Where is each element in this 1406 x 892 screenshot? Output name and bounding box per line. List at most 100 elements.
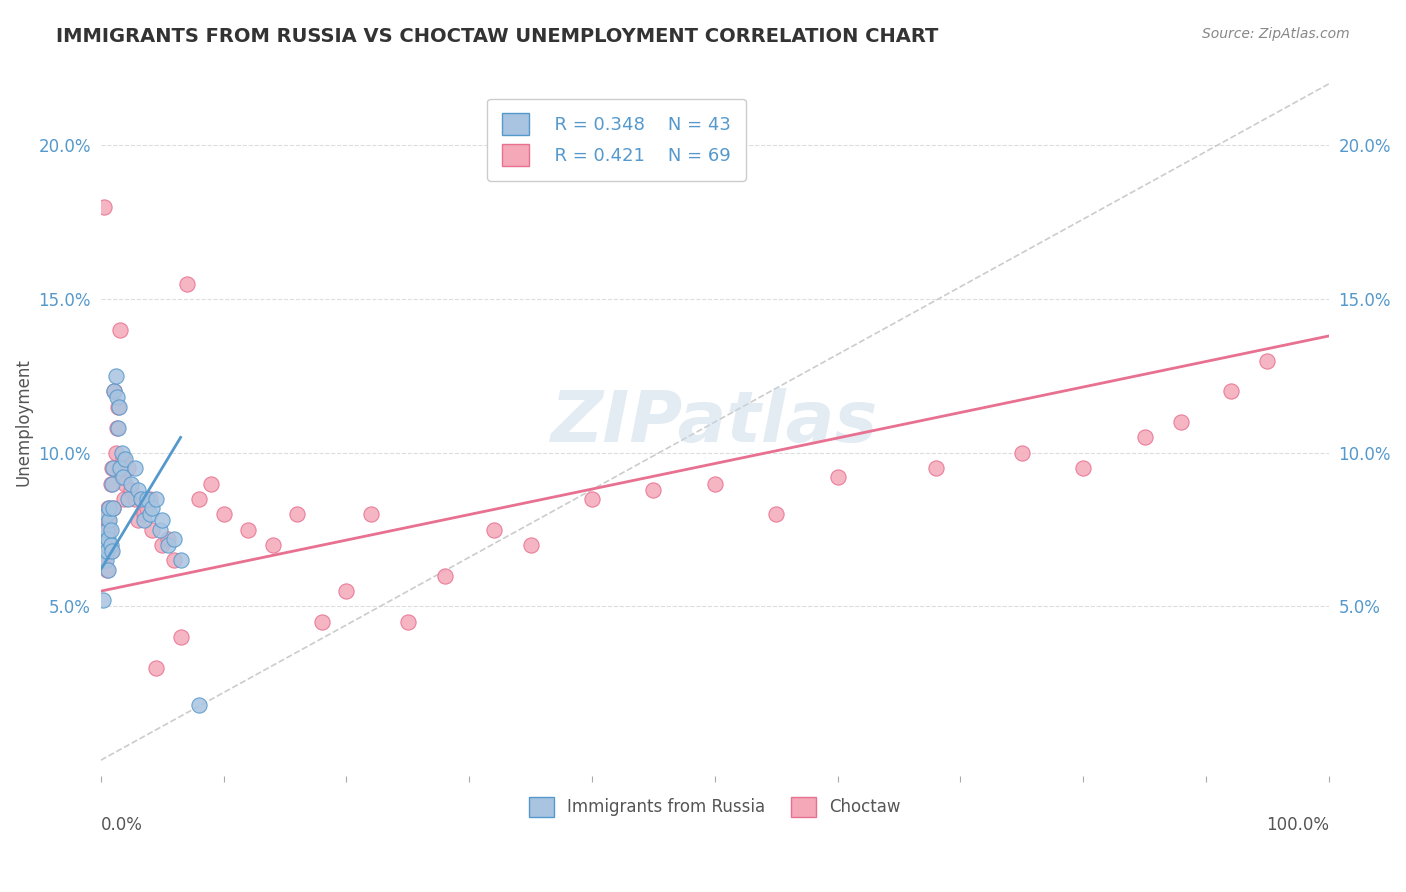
Point — [96, 508, 118, 522]
Point — [96, 532, 118, 546]
Point — [100, 523, 122, 537]
Point — [285, 508, 308, 522]
Point — [94, 508, 117, 522]
Point — [97, 532, 120, 546]
Point — [103, 384, 125, 399]
Point — [97, 563, 120, 577]
Point — [145, 491, 167, 506]
Point — [98, 523, 121, 537]
Point — [104, 368, 127, 383]
Point — [104, 446, 127, 460]
Point — [105, 391, 128, 405]
Point — [112, 491, 135, 506]
Text: 0.0%: 0.0% — [101, 815, 142, 833]
Point — [91, 532, 114, 546]
Point — [1170, 415, 1192, 429]
Point — [114, 476, 136, 491]
Point — [117, 491, 139, 506]
Point — [129, 491, 152, 506]
Point — [117, 461, 139, 475]
Point — [236, 523, 259, 537]
Point — [157, 538, 180, 552]
Point — [93, 538, 115, 552]
Point — [157, 532, 180, 546]
Point — [100, 538, 122, 552]
Point — [827, 470, 849, 484]
Point — [101, 461, 124, 475]
Point — [94, 538, 117, 552]
Point — [91, 553, 114, 567]
Point — [163, 553, 186, 567]
Point — [1256, 353, 1278, 368]
Point — [101, 544, 124, 558]
Point — [97, 501, 120, 516]
Point — [114, 452, 136, 467]
Point — [127, 513, 149, 527]
Point — [132, 513, 155, 527]
Point — [925, 461, 948, 475]
Point — [139, 491, 162, 506]
Point — [150, 538, 173, 552]
Point — [149, 523, 172, 537]
Point — [94, 523, 117, 537]
Point — [107, 400, 129, 414]
Point — [94, 553, 117, 567]
Text: 100.0%: 100.0% — [1265, 815, 1329, 833]
Point — [101, 501, 124, 516]
Point — [105, 421, 128, 435]
Point — [360, 508, 382, 522]
Point — [703, 476, 725, 491]
Point — [262, 538, 284, 552]
Point — [141, 523, 163, 537]
Point — [433, 568, 456, 582]
Point — [1219, 384, 1241, 399]
Point — [132, 508, 155, 522]
Point — [124, 461, 146, 475]
Point — [169, 630, 191, 644]
Point — [188, 698, 211, 712]
Point — [335, 584, 357, 599]
Point — [200, 476, 222, 491]
Point — [94, 544, 117, 558]
Point — [91, 544, 114, 558]
Point — [101, 461, 124, 475]
Point — [581, 491, 603, 506]
Point — [110, 323, 132, 337]
Point — [765, 508, 787, 522]
Point — [311, 615, 333, 629]
Point — [396, 615, 419, 629]
Point — [100, 476, 122, 491]
Point — [107, 421, 129, 435]
Point — [91, 593, 114, 607]
Point — [103, 384, 125, 399]
Point — [1071, 461, 1094, 475]
Point — [96, 563, 118, 577]
Text: Source: ZipAtlas.com: Source: ZipAtlas.com — [1202, 27, 1350, 41]
Point — [1133, 430, 1156, 444]
Point — [98, 538, 121, 552]
Y-axis label: Unemployment: Unemployment — [15, 358, 32, 486]
Point — [98, 513, 121, 527]
Point — [101, 501, 124, 516]
Point — [111, 446, 134, 460]
Point — [163, 532, 186, 546]
Point — [111, 452, 134, 467]
Point — [176, 277, 198, 291]
Text: ZIPatlas: ZIPatlas — [551, 387, 879, 457]
Point — [139, 508, 162, 522]
Point — [212, 508, 235, 522]
Point — [96, 544, 118, 558]
Point — [519, 538, 541, 552]
Point — [110, 461, 132, 475]
Point — [169, 553, 191, 567]
Point — [93, 200, 115, 214]
Point — [97, 513, 120, 527]
Point — [136, 491, 159, 506]
Point — [643, 483, 665, 497]
Point — [108, 400, 131, 414]
Point — [1011, 446, 1033, 460]
Point — [100, 544, 122, 558]
Point — [145, 661, 167, 675]
Point — [111, 470, 134, 484]
Point — [121, 483, 143, 497]
